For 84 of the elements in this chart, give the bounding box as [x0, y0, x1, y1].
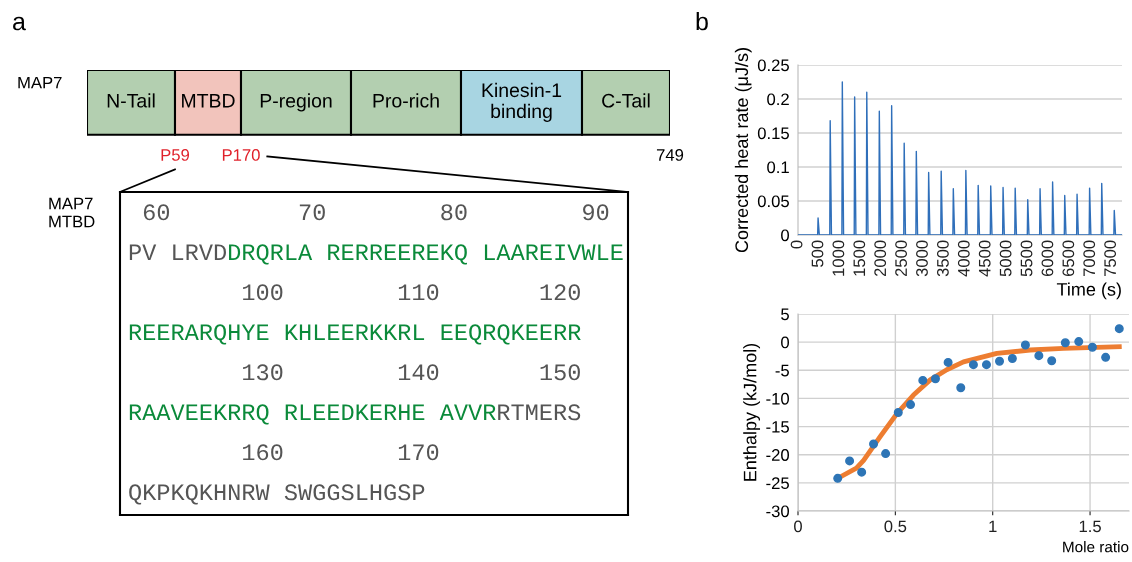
x-tick-label: 6500: [1062, 240, 1075, 277]
y-axis-title: Corrected heat rate (μJ/s): [734, 48, 752, 253]
text: 130 140 150: [243, 364, 580, 381]
text: MAP7: [18, 76, 62, 89]
y-tick-label: -15: [766, 421, 789, 433]
point: [918, 375, 928, 385]
x-tick-label: 0: [790, 240, 803, 249]
point: [893, 408, 903, 417]
point: [1074, 337, 1084, 347]
point: [1060, 338, 1070, 348]
text: PV LRVD: [129, 244, 226, 261]
point: [1034, 351, 1044, 361]
text: 749: [656, 149, 684, 161]
x-tick-label: 1.5: [1079, 520, 1101, 533]
category-label: N-Tail: [107, 93, 155, 108]
x-tick-label: 4500: [978, 240, 991, 277]
point: [1101, 352, 1111, 362]
text: P59: [161, 149, 190, 161]
text: 100 110 120: [243, 284, 580, 301]
category-label: C-Tail: [602, 93, 650, 108]
y-tick-label: 0: [781, 336, 790, 349]
point: [1007, 353, 1017, 363]
y-tick-label: 0.2: [767, 93, 789, 106]
y-tick-label: 0: [781, 229, 790, 242]
x-tick-label: 5000: [999, 240, 1012, 277]
x-tick-label: 0.5: [884, 520, 907, 533]
point: [906, 400, 916, 410]
category-label: MTBD: [182, 94, 235, 108]
text: 160 170: [243, 444, 439, 461]
point: [1114, 324, 1124, 334]
y-tick-label: 0.1: [767, 161, 789, 174]
x-tick-label: 0: [794, 520, 802, 533]
y-axis-title: Enthalpy (kJ/mol): [743, 343, 761, 481]
y-tick-label: -30: [766, 505, 790, 518]
category-label: P-region: [260, 93, 332, 112]
point: [833, 473, 843, 483]
y-tick-label: 5: [781, 308, 789, 321]
text: MAP7 MTBD: [49, 197, 95, 228]
category-label: Kinesin-1 binding: [482, 82, 562, 122]
x-axis-title: Time (s): [1056, 282, 1121, 300]
x-axis-title: Mole ratio: [1063, 541, 1129, 553]
x-tick-label: 2000: [874, 240, 887, 277]
point: [956, 383, 966, 393]
text: RTMERS: [498, 404, 581, 421]
x-tick-label: 5500: [1020, 240, 1033, 277]
x-tick-label: 3000: [916, 240, 928, 277]
category-label: Pro-rich: [373, 93, 439, 108]
y-tick-label: -5: [775, 364, 789, 377]
x-tick-label: 7500: [1104, 240, 1117, 277]
y-tick-label: -20: [766, 449, 790, 461]
x-tick-label: 7000: [1083, 240, 1096, 277]
point: [981, 360, 991, 370]
chart-title: b: [696, 12, 708, 31]
point: [930, 374, 940, 384]
point: [968, 360, 978, 370]
x-tick-label: 1500: [853, 240, 866, 276]
y-tick-label: 0.15: [757, 127, 789, 140]
point: [995, 356, 1005, 366]
point: [845, 456, 855, 466]
text: QKPKQKHNRW SWGGSLHGSP: [129, 484, 425, 505]
x-tick-label: 500: [811, 240, 824, 267]
y-tick-label: -25: [766, 477, 789, 490]
point: [943, 357, 953, 367]
y-tick-label: 0.25: [757, 59, 789, 72]
x-tick-label: 1: [989, 520, 997, 533]
x-tick-label: 1000: [832, 240, 845, 276]
x-tick-label: 6000: [1041, 240, 1054, 277]
text: 60 70 80 90: [143, 204, 609, 221]
point: [1087, 342, 1097, 352]
point: [1020, 340, 1030, 350]
point: [881, 449, 891, 459]
x-tick-label: 3500: [936, 240, 949, 277]
point: [857, 467, 867, 477]
y-tick-label: -10: [766, 392, 790, 405]
y-tick-label: 0.05: [757, 195, 789, 208]
text: REERARQHYE KHLEERKKRL EEQRQKEERR: [129, 324, 581, 345]
x-tick-label: 2500: [895, 240, 907, 277]
point: [1047, 356, 1057, 366]
point: [869, 439, 879, 449]
text: a: [13, 16, 26, 31]
x-tick-label: 4000: [957, 240, 970, 277]
text: P170: [222, 149, 260, 161]
text: DRQRLA RERREEREKQ LAAREIVWLE: [229, 244, 623, 265]
text: RAAVEEKRRQ RLEEDKERHE AVVR: [129, 404, 496, 425]
